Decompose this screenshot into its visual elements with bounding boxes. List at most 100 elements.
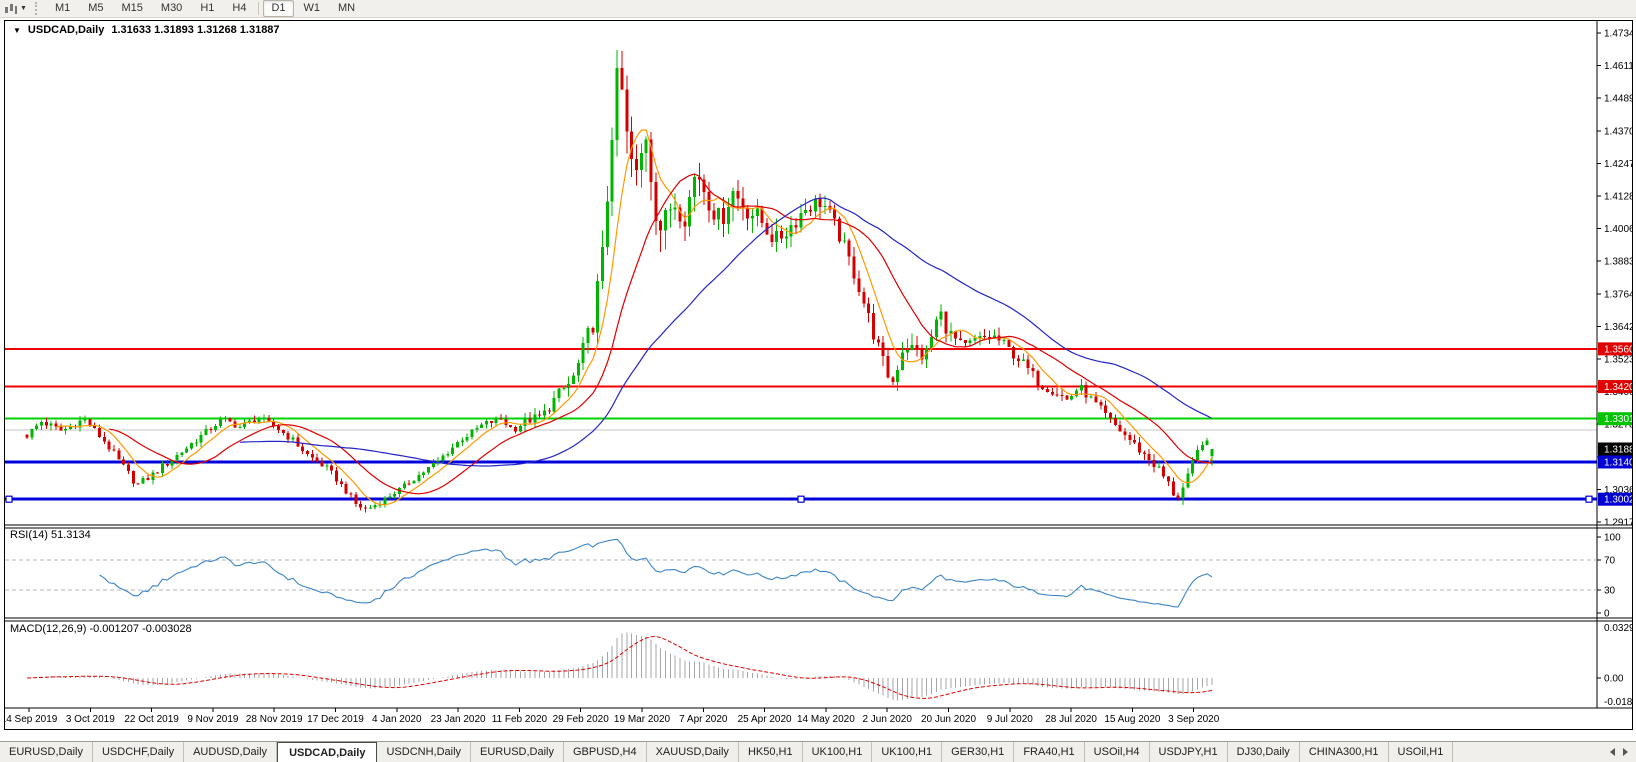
level-price-badge-1.31405 [1598, 455, 1632, 469]
timeframe-button-m1[interactable]: M1 [54, 2, 71, 14]
date-tick-label: 11 Feb 2020 [492, 714, 548, 725]
price-tick-label: 1.30365 [1604, 485, 1632, 496]
level-price-badge-1.33011 [1598, 412, 1632, 426]
price-tick-label: 1.40060 [1604, 224, 1632, 235]
timeframe-button-h4[interactable]: H4 [232, 2, 247, 14]
chart-tab-gbpusd-h4-6[interactable]: GBPUSD,H4 [564, 742, 647, 762]
timeframe-toolbar: ▼ M1 M5 M15 M30 H1 H4 D1 W1 MN [0, 0, 1636, 18]
candlestick-chart-icon [5, 3, 17, 14]
svg-text:0.00: 0.00 [1604, 674, 1624, 685]
date-tick-label: 15 Aug 2020 [1104, 714, 1161, 725]
candles-layer [25, 50, 1214, 513]
timeframe-button-m30[interactable]: M30 [160, 2, 183, 14]
rsi-indicator-label: RSI(14) 51.3134 [10, 529, 91, 541]
svg-text:1.35606: 1.35606 [1604, 344, 1632, 355]
moving-average-45 [239, 197, 1213, 467]
price-tick-label: 1.38835 [1604, 257, 1632, 268]
date-tick-label: 29 Feb 2020 [553, 714, 610, 725]
chart-menu-caret-icon[interactable]: ▼ [13, 25, 21, 35]
chart-tab-usdcnh-daily-4[interactable]: USDCNH,Daily [377, 742, 472, 762]
chart-tab-audusd-daily-2[interactable]: AUDUSD,Daily [184, 742, 278, 762]
chart-tab-fra40-h1-12[interactable]: FRA40,H1 [1014, 742, 1085, 762]
date-tick-label: 17 Dec 2019 [307, 714, 364, 725]
chart-tab-usoil-h1-17[interactable]: USOil,H1 [1389, 742, 1454, 762]
price-tick-label: 1.43700 [1604, 126, 1632, 137]
date-tick-label: 14 Sep 2019 [5, 714, 58, 725]
price-tick-label: 1.44890 [1604, 94, 1632, 105]
date-tick-label: 3 Oct 2019 [66, 714, 115, 725]
tab-scroll-left-icon[interactable] [1610, 748, 1615, 756]
price-tick-label: 1.35230 [1604, 355, 1632, 366]
level-price-badge-1.35606 [1598, 342, 1632, 356]
timeframe-buttons: M1 M5 M15 M30 H1 H4 D1 W1 MN [46, 0, 364, 17]
timeframe-button-w1[interactable]: W1 [303, 2, 321, 14]
price-chart-canvas[interactable]: 1.47340 1.46115 1.44890 1.43700 1.42475 1.412… [5, 21, 1632, 727]
price-tick-label: 1.47340 [1604, 29, 1632, 40]
chart-tabs: EURUSD,Daily USDCHF,Daily AUDUSD,Daily USDC… [0, 742, 1454, 762]
price-tick-label: 1.36420 [1604, 322, 1632, 333]
chart-tab-uk100-h1-10[interactable]: UK100,H1 [872, 742, 943, 762]
svg-text:0.032972: 0.032972 [1604, 623, 1632, 634]
price-tick-label: 1.29175 [1604, 518, 1632, 529]
date-tick-label: 25 Apr 2020 [738, 714, 792, 725]
chart-tab-usoil-h4-13[interactable]: USOil,H4 [1085, 742, 1150, 762]
price-tick-label: 1.41285 [1604, 192, 1632, 203]
date-tick-label: 23 Jan 2020 [431, 714, 486, 725]
date-tick-label: 9 Nov 2019 [187, 714, 239, 725]
chevron-down-icon[interactable]: ▼ [20, 5, 27, 12]
level-price-badge-1.30022 [1598, 492, 1632, 506]
chart-tab-eurusd-daily-5[interactable]: EURUSD,Daily [471, 742, 564, 762]
timeframe-button-d1[interactable]: D1 [263, 0, 294, 17]
chart-tab-hk50-h1-8[interactable]: HK50,H1 [739, 742, 803, 762]
svg-text:1.31887: 1.31887 [1604, 444, 1632, 455]
svg-text:-0.01815: -0.01815 [1604, 697, 1632, 708]
macd-signal-line [26, 635, 1213, 699]
level-price-badge-1.34206 [1598, 380, 1632, 394]
chart-tab-ger30-h1-11[interactable]: GER30,H1 [942, 742, 1015, 762]
date-tick-label: 3 Sep 2020 [1168, 714, 1220, 725]
chart-tab-eurusd-daily-0[interactable]: EURUSD,Daily [0, 742, 93, 762]
chart-tabs-bar: EURUSD,Daily USDCHF,Daily AUDUSD,Daily USDC… [0, 741, 1636, 762]
svg-text:0: 0 [1604, 609, 1610, 620]
chart-tab-usdcad-daily-3[interactable]: USDCAD,Daily [277, 742, 378, 762]
svg-text:70: 70 [1604, 555, 1616, 566]
chart-tab-xauusd-daily-7[interactable]: XAUUSD,Daily [647, 742, 739, 762]
svg-text:1.30022: 1.30022 [1604, 495, 1632, 506]
rsi-line [99, 538, 1213, 608]
chart-tab-usdjpy-h1-14[interactable]: USDJPY,H1 [1150, 742, 1228, 762]
chart-window[interactable]: 1.47340 1.46115 1.44890 1.43700 1.42475 1.412… [4, 20, 1633, 730]
line-drag-handle[interactable] [1585, 495, 1593, 503]
tab-scroll-right-icon[interactable] [1623, 748, 1628, 756]
moving-average-7 [55, 129, 1213, 506]
toolbar-grip-handle[interactable] [34, 2, 42, 15]
tab-scroll-buttons [1602, 742, 1636, 762]
price-tick-label: 1.42475 [1604, 159, 1632, 170]
chart-type-button[interactable]: ▼ [0, 1, 31, 16]
chart-title: ▼ USDCAD,Daily 1.31633 1.31893 1.31268 1… [13, 24, 280, 36]
date-tick-label: 7 Apr 2020 [679, 714, 728, 725]
timeframe-button-m15[interactable]: M15 [121, 2, 143, 14]
date-tick-label: 28 Nov 2019 [246, 714, 303, 725]
svg-text:1.31405: 1.31405 [1604, 457, 1632, 468]
price-tick-label: 1.37645 [1604, 289, 1632, 300]
chart-tab-uk100-h1-9[interactable]: UK100,H1 [803, 742, 873, 762]
chart-tab-dj30-daily-15[interactable]: DJ30,Daily [1228, 742, 1300, 762]
date-tick-label: 14 May 2020 [797, 714, 855, 725]
line-drag-handle[interactable] [797, 495, 805, 503]
timeframe-button-mn[interactable]: MN [338, 2, 356, 14]
date-tick-label: 28 Jul 2020 [1045, 714, 1097, 725]
date-tick-label: 19 Mar 2020 [614, 714, 671, 725]
line-drag-handle[interactable] [5, 495, 13, 503]
svg-text:30: 30 [1604, 586, 1616, 597]
date-tick-label: 2 Jun 2020 [862, 714, 912, 725]
timeframe-button-m5[interactable]: M5 [88, 2, 104, 14]
price-tick-label: 1.46115 [1604, 61, 1632, 72]
timeframe-button-h1[interactable]: H1 [200, 2, 215, 14]
chart-tab-usdchf-daily-1[interactable]: USDCHF,Daily [93, 742, 185, 762]
chart-tab-china300-h1-16[interactable]: CHINA300,H1 [1300, 742, 1389, 762]
chart-ohlc-values: 1.31633 1.31893 1.31268 1.31887 [111, 24, 280, 36]
svg-text:1.34206: 1.34206 [1604, 382, 1632, 393]
date-tick-label: 9 Jul 2020 [987, 714, 1034, 725]
